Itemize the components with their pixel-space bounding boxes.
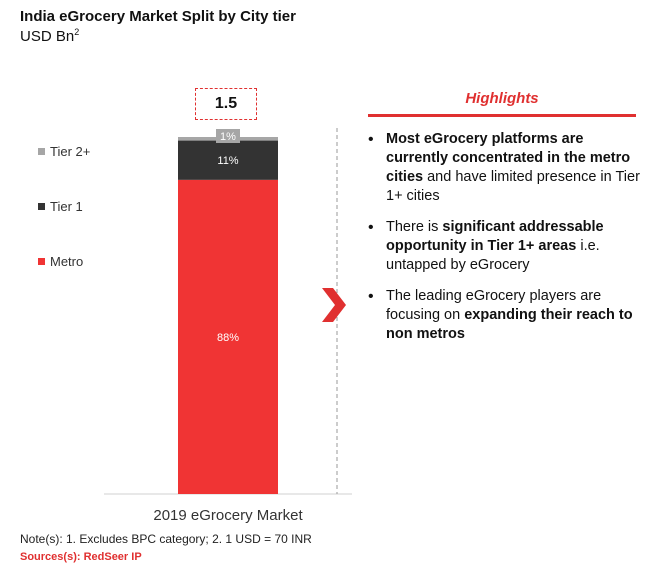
highlight-text: expanding their reach to non metros (386, 307, 633, 342)
highlight-item: There is significant addressable opportu… (364, 218, 644, 275)
highlight-text: The leading eGrocery players are focusin… (386, 288, 602, 323)
bar-label-tag-tier-2- (216, 129, 240, 143)
chevron-right-icon (322, 288, 346, 322)
highlight-text: Most eGrocery platforms are currently co… (386, 131, 631, 185)
legend-swatch-tier1 (38, 203, 45, 210)
highlight-text: and have limited presence in Tier 1+ cit… (386, 169, 640, 204)
highlights-list: Most eGrocery platforms are currently co… (364, 130, 644, 356)
footnote: Note(s): 1. Excludes BPC category; 2. 1 … (20, 532, 312, 546)
data-label-tier-2-: 1% (220, 131, 236, 143)
highlight-item: Most eGrocery platforms are currently co… (364, 130, 644, 206)
legend-label-metro: Metro (50, 254, 84, 269)
chart-title: India eGrocery Market Split by City tier (20, 8, 296, 25)
legend-swatch-tier2 (38, 148, 45, 155)
x-category-label: 2019 eGrocery Market (153, 507, 303, 524)
highlight-text: There is (386, 219, 443, 235)
highlights-rule (368, 114, 636, 117)
total-value-box: 1.5 (195, 88, 257, 120)
source-note: Sources(s): RedSeer IP (20, 551, 142, 563)
bar-segment-tier-1 (178, 140, 278, 180)
legend-swatch-metro (38, 258, 45, 265)
highlight-text: i.e. untapped by eGrocery (386, 238, 600, 273)
legend-item-tier1: Tier 1 (38, 199, 83, 214)
data-label-metro: 88% (217, 332, 239, 344)
highlight-text: significant addressable opportunity in T… (386, 219, 604, 254)
data-label-tier-1: 11% (217, 155, 238, 167)
legend-item-tier2: Tier 2+ (38, 144, 90, 159)
bar-segment-metro (178, 179, 278, 494)
legend-item-metro: Metro (38, 254, 83, 269)
highlight-item: The leading eGrocery players are focusin… (364, 287, 644, 344)
highlights-title: Highlights (465, 90, 539, 107)
chart-subtitle: USD Bn2 (20, 27, 80, 45)
legend-label-tier1: Tier 1 (50, 199, 83, 214)
legend-label-tier2: Tier 2+ (50, 144, 91, 159)
